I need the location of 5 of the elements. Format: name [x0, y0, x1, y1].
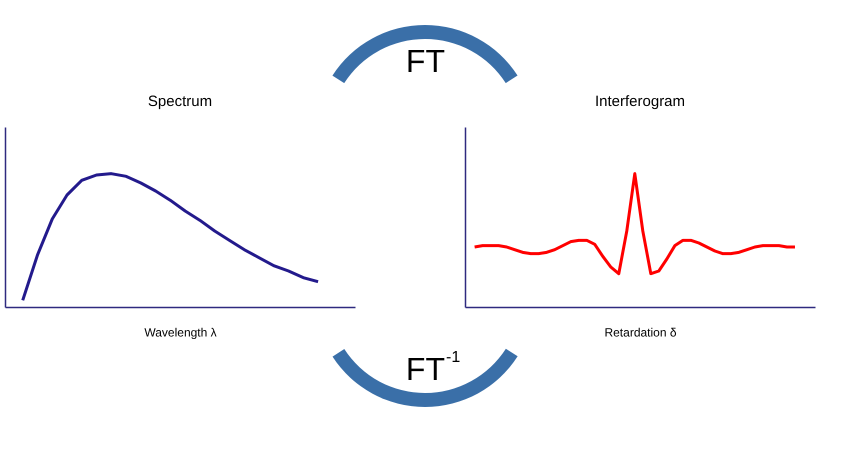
- chart-title: Spectrum: [148, 93, 212, 110]
- text: FT: [406, 43, 445, 79]
- x-axis-title: Wavelength λ: [144, 326, 217, 340]
- chart-title: Interferogram: [594, 93, 686, 110]
- x-axis-title: Retardation δ: [604, 326, 677, 340]
